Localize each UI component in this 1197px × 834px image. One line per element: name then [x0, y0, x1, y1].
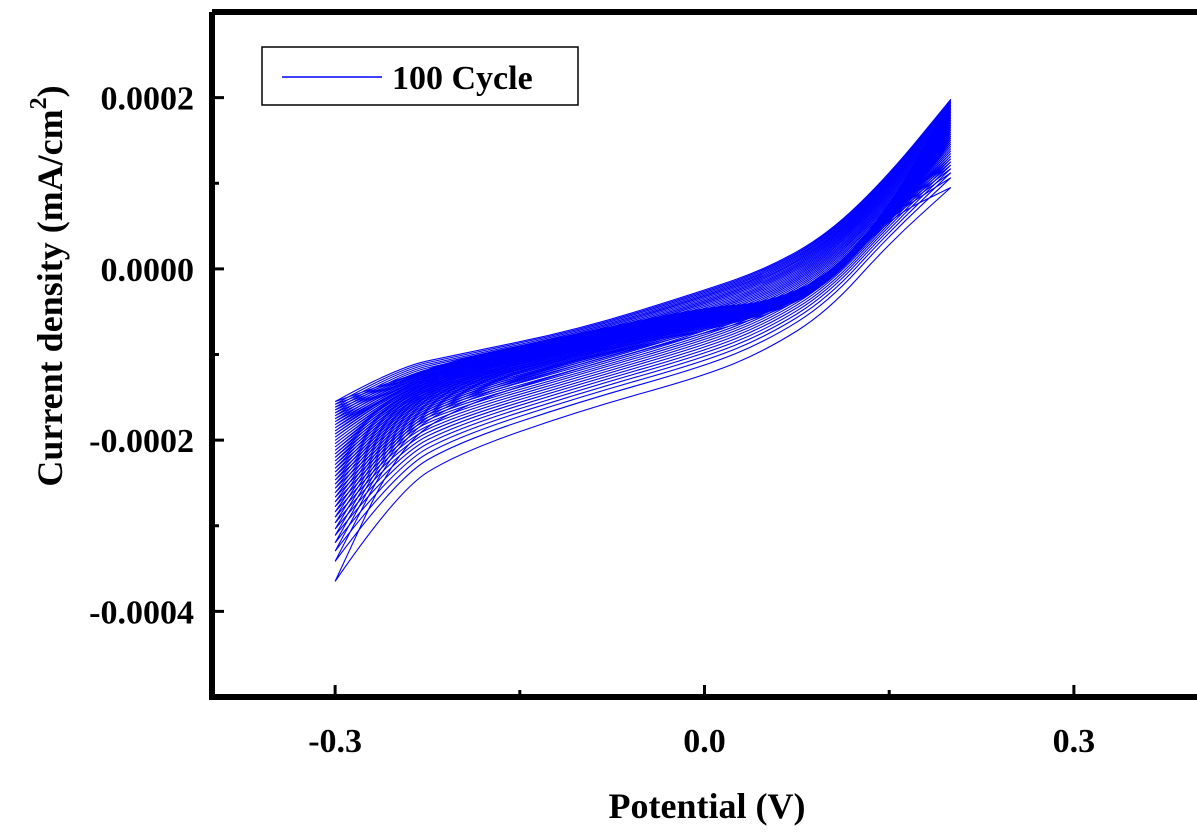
- cycle-curve-17: [334, 135, 952, 477]
- y-tick-label-2: 0.0000: [101, 252, 195, 289]
- cycle-curve-19: [334, 131, 952, 469]
- ticks: [212, 96, 1076, 697]
- x-tick-label-0: -0.3: [308, 723, 362, 760]
- y-tick-label-0: -0.0004: [89, 594, 194, 631]
- cycle-curve-40: [334, 98, 952, 403]
- cycle-curve-11: [334, 148, 952, 503]
- cycle-curve-6: [334, 161, 952, 530]
- y-tick-label-1: -0.0002: [89, 423, 194, 460]
- plot-curves: [334, 98, 952, 582]
- y-axis-title-close: ): [30, 85, 70, 97]
- axes: [209, 9, 1197, 700]
- cycle-curve-39: [334, 100, 952, 405]
- legend: 100 Cycle: [261, 46, 579, 106]
- cycle-curve-5: [334, 164, 952, 536]
- x-tick-label-2: 0.3: [1053, 723, 1096, 760]
- y-axis-title: Current density (mA/cm2): [26, 85, 70, 486]
- x-axis-title: Potential (V): [609, 786, 806, 826]
- y-axis-title-main: Current density (mA/cm: [30, 109, 70, 486]
- x-tick-label-1: 0.0: [683, 723, 726, 760]
- cycle-curve-22: [334, 126, 952, 458]
- tick-labels: -0.3 0.0 0.3 -0.0004 -0.0002 0.0000 0.0002: [89, 81, 1095, 760]
- legend-box: [261, 46, 579, 106]
- cycle-curve-13: [334, 143, 952, 494]
- legend-label: 100 Cycle: [392, 60, 533, 97]
- y-axis-title-superscript: 2: [26, 97, 52, 109]
- y-tick-label-3: 0.0002: [101, 81, 195, 118]
- cycle-curve-21: [334, 128, 952, 462]
